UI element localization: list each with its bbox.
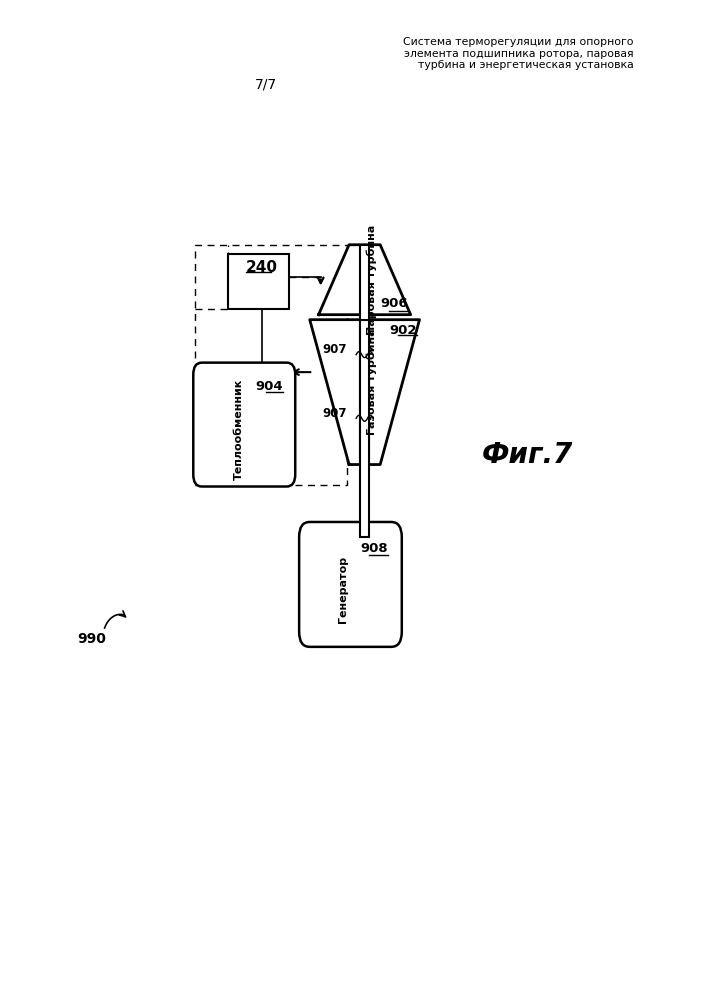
- Bar: [195, 245, 347, 485]
- Text: 904: 904: [256, 380, 283, 393]
- Text: 907: 907: [322, 343, 347, 357]
- Polygon shape: [319, 245, 411, 315]
- Bar: [360, 320, 369, 537]
- Text: Газовая турбина: Газовая турбина: [367, 329, 377, 436]
- Text: Фиг.7: Фиг.7: [482, 441, 573, 469]
- Text: 7/7: 7/7: [254, 78, 277, 92]
- Text: Теплообменник: Теплообменник: [234, 379, 244, 481]
- Text: 908: 908: [360, 541, 388, 555]
- Bar: [360, 245, 369, 465]
- Text: 990: 990: [77, 632, 106, 646]
- FancyBboxPatch shape: [299, 521, 402, 647]
- Text: 240: 240: [246, 261, 278, 276]
- Text: Паровая турбина: Паровая турбина: [367, 225, 377, 335]
- Text: 902: 902: [389, 324, 416, 337]
- Text: 907: 907: [322, 407, 347, 420]
- FancyBboxPatch shape: [193, 363, 295, 487]
- Text: Система терморегуляции для опорного
элемента подшипника ротора, паровая
турбина : Система терморегуляции для опорного элем…: [403, 37, 634, 70]
- Bar: [228, 254, 289, 310]
- Text: Генератор: Генератор: [338, 555, 348, 623]
- Polygon shape: [310, 320, 419, 465]
- Text: 906: 906: [380, 297, 408, 310]
